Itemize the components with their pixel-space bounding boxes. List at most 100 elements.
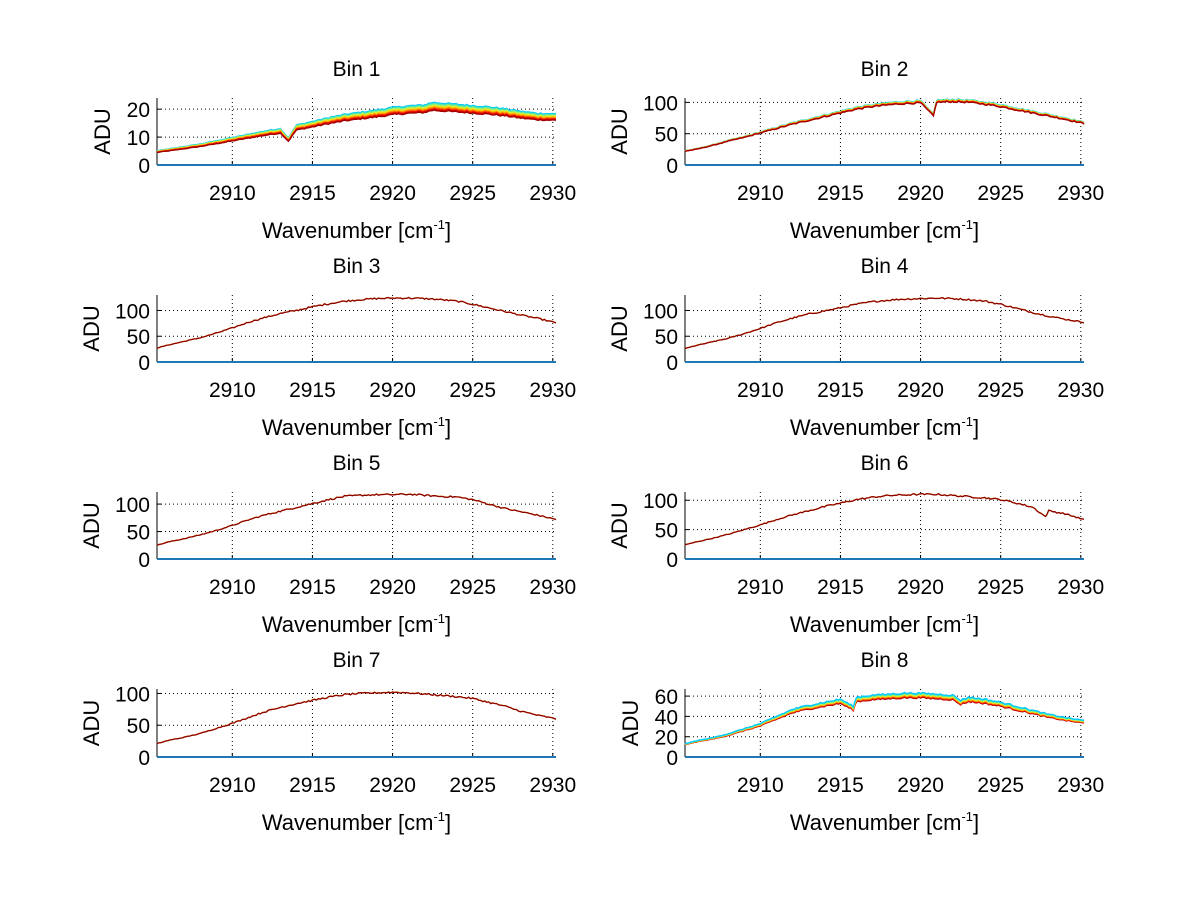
x-axis-label-main: Wavenumber [cm [790,612,962,637]
data-trace [684,99,1085,152]
y-tick-label: 0 [666,352,678,375]
x-axis-label-main: Wavenumber [cm [262,612,434,637]
subplot-1: Bin 1 2910 2915 2920 2925 2930 0 10 20 Wavenumber… [90,58,576,243]
x-axis-label-superscript: -1 [961,611,973,626]
x-axis-label-superscript: -1 [961,217,973,232]
x-tick-label: 2915 [817,379,864,402]
y-axis-label: ADU [79,700,104,746]
x-axis-label: Wavenumber [cm-1] [262,809,451,835]
y-tick-label: 50 [655,326,678,349]
y-tick-label: 20 [655,727,678,750]
x-tick-label: 2920 [369,576,416,599]
data-trace [156,109,557,154]
y-axis-label: ADU [607,305,632,351]
x-tick-label: 2915 [289,379,336,402]
x-tick-label: 2915 [817,182,864,205]
y-tick-label: 60 [655,686,678,709]
x-tick-label: 2930 [529,576,576,599]
data-trace [684,692,1085,745]
x-tick-label: 2910 [209,182,256,205]
x-tick-label: 2920 [369,774,416,797]
y-axis-label: ADU [607,108,632,154]
x-tick-label: 2925 [977,379,1024,402]
data-trace [156,296,557,349]
panel-title: Bin 8 [861,649,909,672]
data-trace [684,99,1085,152]
x-tick-label: 2920 [897,576,944,599]
x-tick-label: 2910 [737,576,784,599]
x-tick-label: 2920 [897,182,944,205]
x-tick-label: 2910 [209,379,256,402]
y-tick-label: 20 [127,99,150,122]
y-axis-label: ADU [607,502,632,548]
data-trace [156,691,557,745]
x-tick-label: 2910 [737,379,784,402]
data-trace [684,691,1085,745]
x-tick-label: 2910 [209,774,256,797]
x-axis-label-superscript: -1 [433,611,445,626]
panel-title: Bin 1 [333,58,381,81]
x-axis-label: Wavenumber [cm-1] [262,611,451,637]
x-tick-label: 2920 [369,182,416,205]
y-tick-label: 0 [138,747,150,770]
x-tick-label: 2910 [737,182,784,205]
x-tick-label: 2920 [897,774,944,797]
data-trace [156,690,557,745]
y-axis-label: ADU [618,700,643,746]
data-trace [684,98,1085,152]
x-tick-label: 2925 [449,576,496,599]
x-axis-label-close: ] [973,612,979,637]
subplot-2: Bin 2 2910 2915 2920 2925 2930 0 50 100 Wavenumbe… [607,58,1104,243]
panel-title: Bin 7 [333,649,381,672]
x-tick-label: 2925 [977,774,1024,797]
x-tick-label: 2930 [1057,379,1104,402]
data-trace [684,693,1085,745]
data-trace [684,99,1085,152]
data-trace [684,100,1085,152]
y-tick-label: 100 [643,490,678,513]
x-tick-label: 2930 [529,774,576,797]
data-trace [684,694,1085,746]
x-tick-label: 2925 [977,182,1024,205]
x-tick-label: 2925 [449,182,496,205]
x-tick-label: 2925 [449,379,496,402]
x-tick-label: 2915 [817,576,864,599]
y-tick-label: 0 [666,747,678,770]
data-trace [684,98,1085,152]
panel-title: Bin 6 [861,452,909,475]
x-axis-label-close: ] [973,810,979,835]
y-tick-label: 0 [138,549,150,572]
x-tick-label: 2915 [289,576,336,599]
data-trace [684,98,1085,152]
panel-title: Bin 4 [861,255,909,278]
x-tick-label: 2910 [209,576,256,599]
x-axis-label-superscript: -1 [961,414,973,429]
x-axis-label-close: ] [973,218,979,243]
data-trace [156,492,557,546]
x-axis-label-superscript: -1 [433,217,445,232]
x-axis-label-close: ] [445,810,451,835]
subplot-7: Bin 7 2910 2915 2920 2925 2930 0 50 100 Wavenumbe… [79,649,576,835]
data-trace [684,692,1085,745]
x-axis-label: Wavenumber [cm-1] [790,809,979,835]
x-tick-label: 2915 [289,182,336,205]
x-tick-label: 2925 [977,576,1024,599]
data-trace [684,694,1085,745]
y-tick-label: 0 [138,155,150,178]
x-axis-label-superscript: -1 [961,809,973,824]
x-tick-label: 2915 [817,774,864,797]
x-axis-label: Wavenumber [cm-1] [262,414,451,440]
subplot-4: Bin 4 2910 2915 2920 2925 2930 0 50 100 Wavenumbe… [607,255,1104,440]
y-axis-label: ADU [90,108,115,154]
x-axis-label: Wavenumber [cm-1] [262,217,451,243]
y-tick-label: 100 [115,683,150,706]
data-trace [684,696,1085,746]
data-trace [156,296,557,349]
panel-title: Bin 5 [333,452,381,475]
y-tick-label: 100 [643,92,678,115]
x-tick-label: 2920 [369,379,416,402]
y-tick-label: 0 [666,155,678,178]
x-axis-label-close: ] [973,415,979,440]
